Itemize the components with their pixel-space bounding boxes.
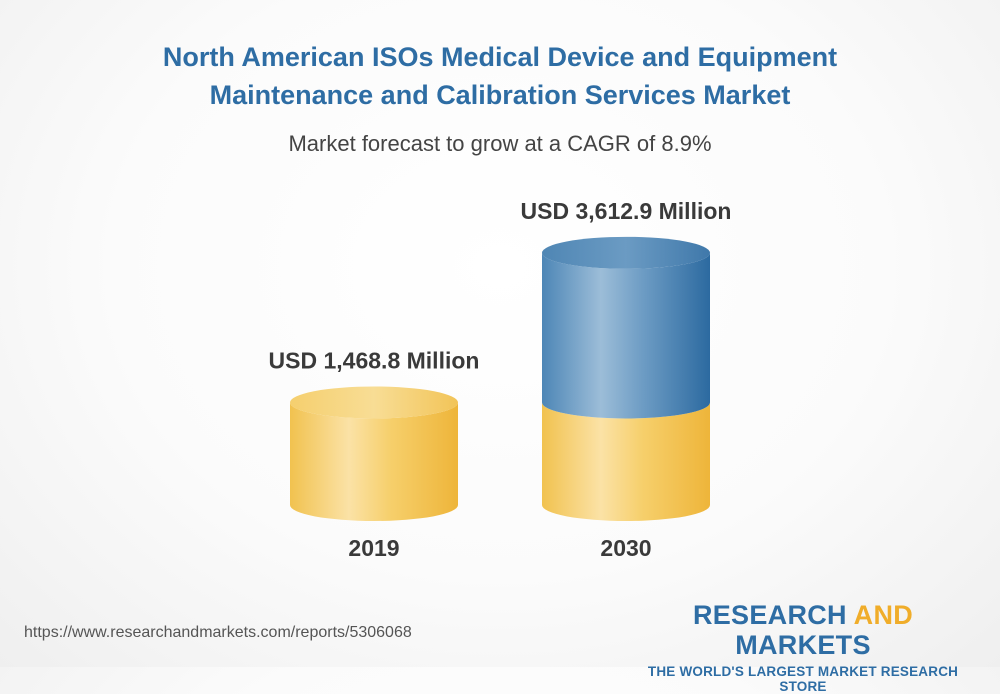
category-label-2030: 2030 xyxy=(600,535,651,561)
brand-name-part-3: MARKETS xyxy=(735,630,871,660)
chart-subtitle: Market forecast to grow at a CAGR of 8.9… xyxy=(288,131,712,156)
brand-name-part-1: RESEARCH xyxy=(692,600,854,630)
brand-name-accent: AND xyxy=(853,600,914,630)
cylinder-chart: USD 1,468.8 Million 2019 USD 3,612.9 Milli… xyxy=(269,198,732,561)
chart-title: North American ISOs Medical Device and E… xyxy=(0,38,1000,114)
brand-logo: RESEARCH AND MARKETS THE WORLD'S LARGEST… xyxy=(628,600,978,694)
source-url[interactable]: https://www.researchandmarkets.com/repor… xyxy=(24,624,412,641)
chart-title-line-2: Maintenance and Calibration Services Mar… xyxy=(209,80,791,110)
chart-title-line-1: North American ISOs Medical Device and E… xyxy=(162,42,838,72)
bar-2019 xyxy=(290,386,458,521)
brand-tagline: THE WORLD'S LARGEST MARKET RESEARCH STOR… xyxy=(647,664,959,694)
brand-name: RESEARCH AND MARKETS xyxy=(628,600,978,660)
bar-2030 xyxy=(542,236,710,521)
value-label-2019: USD 1,468.8 Million xyxy=(269,347,480,373)
category-label-2019: 2019 xyxy=(348,535,399,561)
value-label-2030: USD 3,612.9 Million xyxy=(521,198,732,224)
